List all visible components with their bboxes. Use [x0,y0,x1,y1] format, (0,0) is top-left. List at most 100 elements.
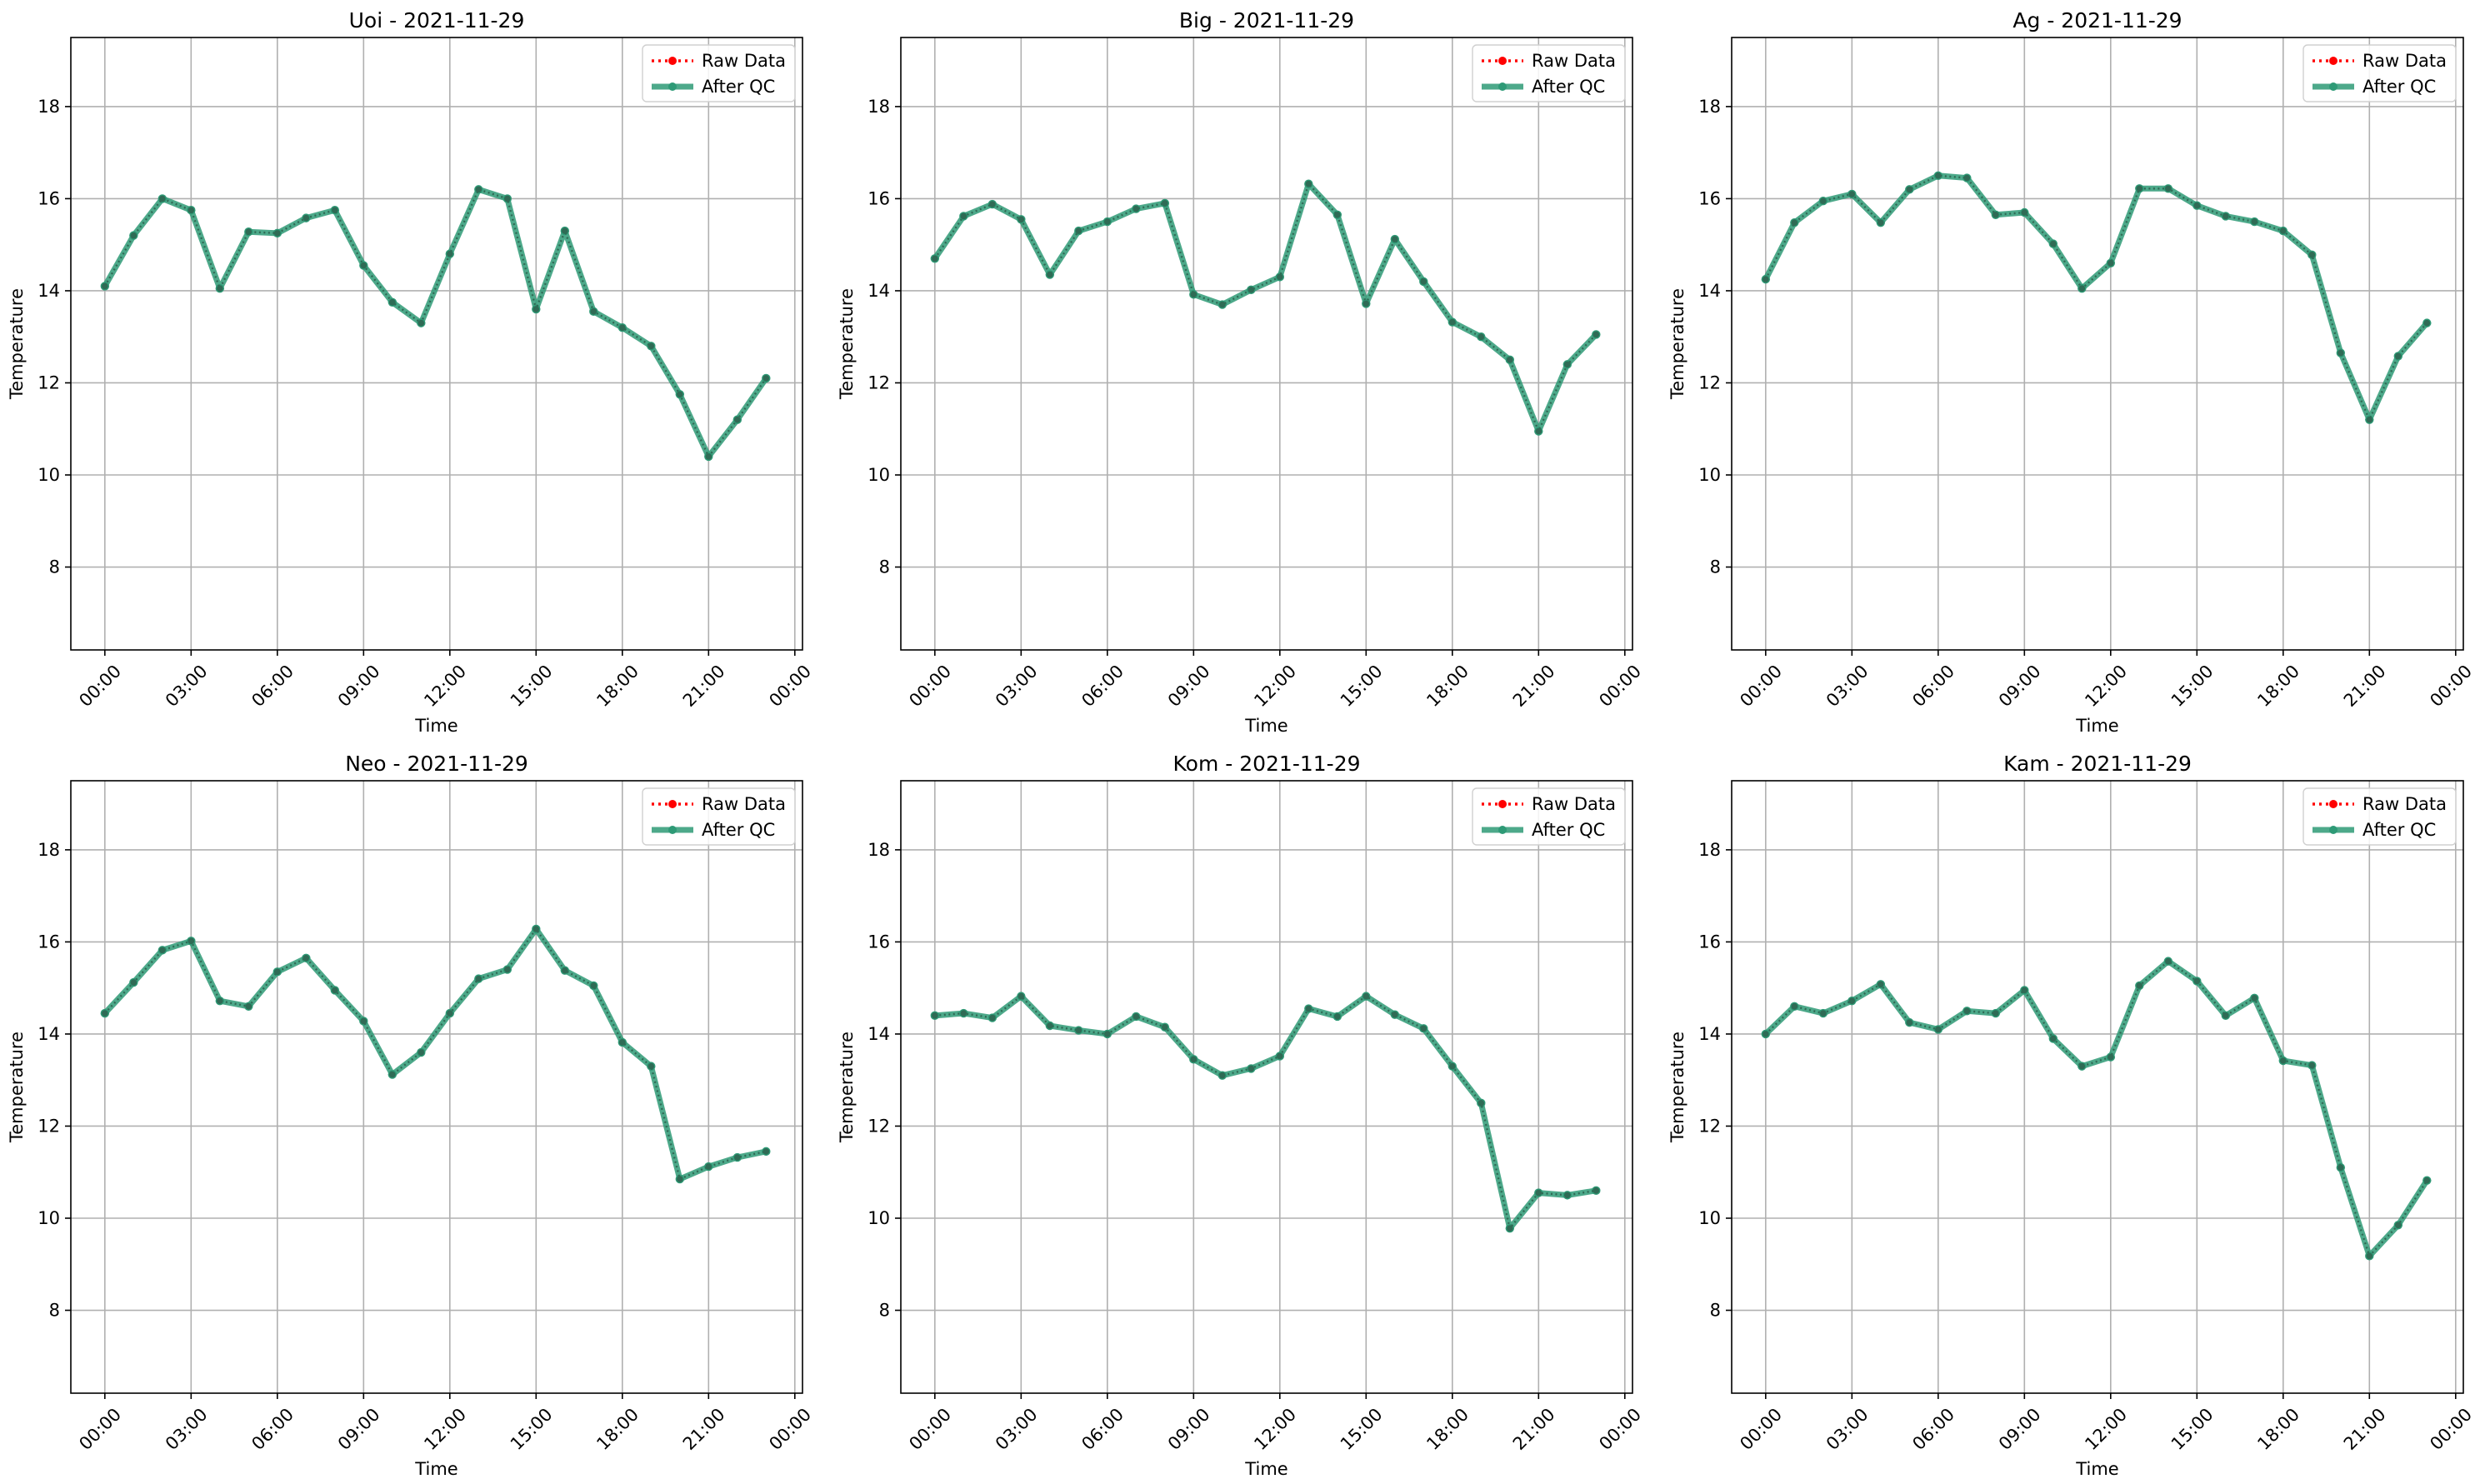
series-raw-data [932,992,1600,1232]
raw-data-point [2280,227,2287,234]
x-tick-label: 03:00 [162,661,212,711]
raw-data-point [1248,1065,1255,1072]
x-tick-label: 06:00 [1078,1404,1128,1454]
raw-data-point [1162,200,1168,207]
raw-data-point [2021,987,2028,994]
raw-data-point [1592,1187,1600,1194]
y-tick-label: 10 [868,465,890,485]
raw-data-point [2338,1164,2344,1172]
y-tick-label: 16 [868,188,890,208]
raw-data-point [2308,1062,2316,1069]
raw-data-point [2108,1053,2114,1061]
legend-qc-marker [668,826,677,834]
raw-data-point [1334,211,1341,218]
raw-data-point [1420,1025,1428,1032]
x-axis-label: Time [414,1459,458,1479]
legend: Raw Data After QC [642,44,796,102]
subplot-2: 8 10 12 14 16 18 00:00 03:00 06:00 09:00 12:00 15:0… [837,8,1645,736]
raw-data-point [1277,273,1283,281]
legend-raw-marker [1498,800,1507,808]
raw-data-point [1132,205,1140,212]
legend-qc-marker [1498,82,1507,91]
raw-data-point [188,937,195,945]
axes-frame [1731,780,2464,1394]
x-tick-label: 21:00 [2340,1404,2390,1454]
legend-raw-marker [1498,57,1507,65]
raw-data-point [188,207,195,214]
raw-data-point [130,232,138,239]
raw-data-point [360,262,368,269]
x-tick-label: 00:00 [1736,661,1786,711]
raw-data-point [332,987,338,994]
x-tick-label: 00:00 [1736,1404,1786,1454]
raw-data-point [217,285,223,292]
x-tick-label: 15:00 [507,1404,557,1454]
raw-data-point [1018,216,1025,223]
y-axis-label: Temperature [1668,1032,1688,1143]
x-tick-label: 06:00 [1908,1404,1958,1454]
legend-qc-label: After QC [1532,820,1605,840]
raw-data-point [1305,1005,1312,1012]
raw-data-point [532,306,540,312]
y-tick-label: 14 [38,281,60,301]
raw-data-point [2366,416,2373,423]
y-tick-label: 8 [879,1301,890,1321]
x-axis-label: Time [414,716,458,736]
raw-data-point [2423,1177,2431,1184]
grid [71,37,802,650]
y-tick-label: 10 [38,1208,60,1228]
subplot-title: Kom - 2021-11-29 [1173,752,1361,776]
raw-data-point [1104,218,1111,225]
axes-frame [70,780,803,1394]
subplot-title: Ag - 2021-11-29 [2012,8,2182,32]
raw-data-point [1362,300,1370,307]
y-axis-label: Temperature [7,288,27,400]
legend-raw-label: Raw Data [2362,794,2447,814]
raw-data-point [2050,1035,2057,1042]
legend-raw-label: Raw Data [2362,51,2447,71]
legend-qc-label: After QC [2362,820,2436,840]
raw-data-point [2136,185,2143,192]
x-tick-label: 15:00 [1337,1404,1387,1454]
raw-data-point [648,342,655,350]
raw-data-point [1392,1011,1398,1018]
x-tick-label: 18:00 [2253,661,2303,711]
series-raw-data [1762,172,2431,423]
x-tick-label: 06:00 [1078,661,1128,711]
x-axis-label: Time [2075,1459,2118,1479]
raw-data-point [1992,1010,1999,1017]
legend-raw-label: Raw Data [1532,51,1616,71]
raw-data-point [159,195,166,202]
y-tick-label: 10 [38,465,60,485]
x-axis-label: Time [1244,1459,1288,1479]
x-tick-label: 21:00 [1509,1404,1559,1454]
legend-raw-marker [668,57,677,65]
raw-data-point [932,255,938,262]
after-qc-line [1762,958,2430,1259]
y-tick-label: 8 [49,1301,60,1321]
raw-data-point [2222,212,2229,220]
raw-data-point [1047,1022,1053,1029]
legend-qc-marker [2329,82,2338,91]
raw-data-point [677,1176,683,1182]
raw-data-point [2395,1222,2402,1229]
raw-data-point [960,1010,968,1017]
after-qc-line [932,181,1599,434]
raw-data-point [1906,1019,1913,1026]
x-tick-label: 03:00 [1822,661,1872,711]
raw-data-point [1507,1225,1513,1232]
raw-data-point [2222,1012,2229,1019]
raw-data-point [1791,1002,1798,1010]
legend: Raw Data After QC [1472,44,1626,102]
legend: Raw Data After QC [2302,787,2457,846]
grid [1732,781,2463,1393]
raw-data-point [217,997,223,1004]
raw-data-point [619,324,626,331]
raw-data-point [418,319,425,327]
series-after-qc [930,992,1601,1233]
raw-data-point [1762,1031,1769,1037]
raw-data-line [934,995,1597,1230]
x-tick-label: 03:00 [992,661,1042,711]
y-tick-label: 12 [1698,372,1721,392]
